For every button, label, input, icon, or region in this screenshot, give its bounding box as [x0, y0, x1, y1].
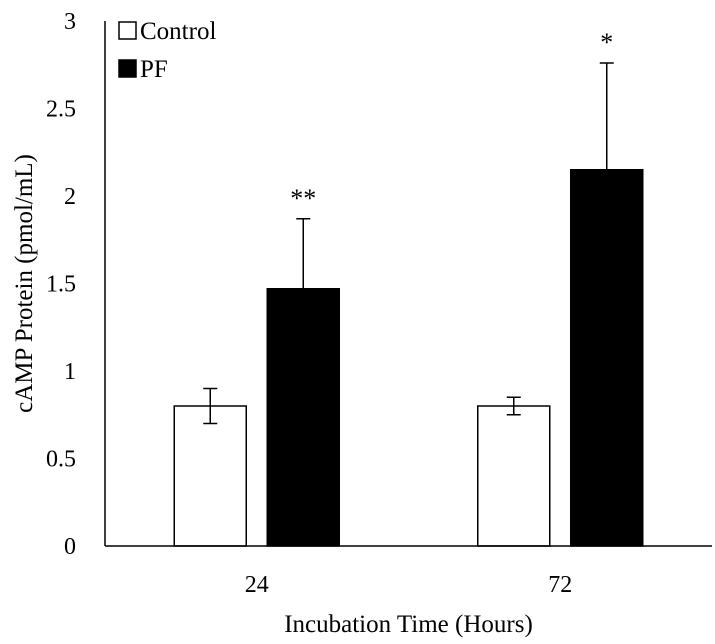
y-tick-label: 1	[64, 359, 76, 385]
y-tick-label: 2	[64, 184, 76, 210]
error-bar-control-24	[203, 387, 218, 425]
y-tick-label: 2.5	[46, 97, 76, 123]
significance-label: *	[600, 28, 613, 57]
bars	[173, 169, 644, 547]
x-axis-title: Incubation Time (Hours)	[284, 611, 533, 638]
y-axis-ticks: 0 0.5 1 1.5 2 2.5 3	[46, 9, 76, 560]
error-bars	[203, 62, 614, 425]
legend-swatch	[118, 59, 137, 78]
legend-label: PF	[140, 56, 168, 83]
y-tick-label: 1.5	[46, 272, 76, 298]
error-bar-pf-24	[296, 218, 311, 289]
y-tick-label: 0	[64, 534, 76, 560]
y-tick-label: 0.5	[46, 447, 76, 473]
error-bar-pf-72	[599, 62, 614, 170]
legend-item-control: Control	[118, 18, 216, 45]
legend-swatch	[118, 21, 137, 40]
bar-control-72	[477, 405, 551, 547]
bar-pf-24	[266, 288, 340, 547]
error-bar-control-72	[506, 396, 521, 416]
significance-label: **	[290, 184, 316, 213]
significance-labels: ***	[290, 28, 613, 213]
bar-pf-72	[570, 169, 644, 547]
bar-control-24	[173, 405, 247, 547]
legend-item-pf: PF	[118, 56, 168, 83]
legend: Control PF	[118, 18, 216, 83]
x-tick-label: 24	[245, 572, 269, 598]
y-tick-label: 3	[64, 9, 76, 35]
y-axis-title: cAMP Protein (pmol/mL)	[11, 154, 38, 413]
legend-label: Control	[140, 18, 216, 45]
x-tick-label: 72	[548, 572, 572, 598]
x-axis-ticks: 24 72	[245, 572, 573, 598]
